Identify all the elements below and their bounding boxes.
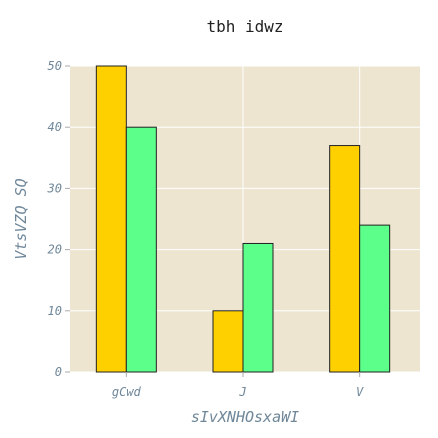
y-tick-label: 0 (55, 365, 62, 379)
x-tick-labels: gCwd J V (112, 372, 364, 399)
bar-V-series-2 (359, 224, 391, 373)
y-tick-label: 40 (48, 120, 62, 134)
y-tick-labels: 0 10 20 30 40 50 (47, 59, 70, 379)
x-tick-label: gCwd (112, 385, 142, 399)
x-tick-label: J (238, 385, 246, 399)
x-tick-label: V (356, 385, 364, 399)
y-axis-label: VtsVZQ SQ (12, 178, 30, 259)
bar-J-series-2 (242, 242, 274, 373)
bar-V-series-1 (329, 145, 361, 373)
y-tick-label: 10 (48, 304, 62, 318)
bar-J-series-1 (212, 310, 244, 373)
x-axis-label: sIvXNHOsxaWI (191, 408, 299, 426)
bar-gCwd-series-1 (95, 65, 127, 373)
chart-title: tbh idwz (206, 17, 283, 36)
bar-gCwd-series-2 (125, 126, 157, 373)
y-tick-label: 20 (48, 243, 62, 257)
y-tick-label: 50 (48, 59, 62, 73)
y-tick-label: 30 (47, 181, 62, 195)
bars (95, 65, 391, 373)
